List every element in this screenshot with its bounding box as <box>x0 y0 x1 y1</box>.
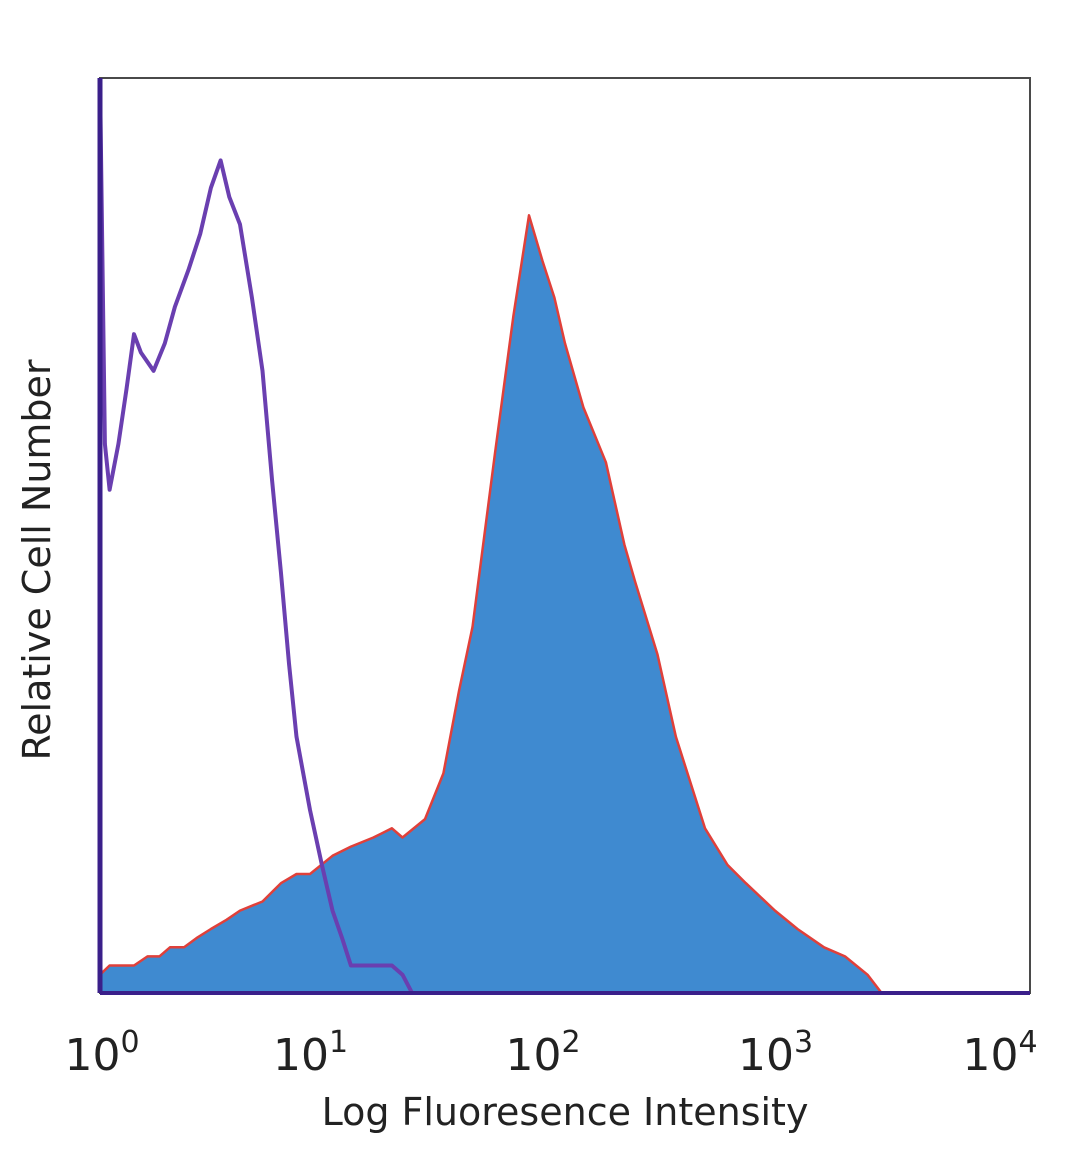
series-layer <box>98 77 1030 995</box>
x-tick-label: 104 <box>962 1025 1037 1081</box>
series-1-line <box>98 77 1030 995</box>
series-0-area <box>100 215 882 994</box>
x-axis-title: Log Fluoresence Intensity <box>322 1090 809 1134</box>
x-tick-label: 101 <box>273 1025 348 1081</box>
series-0-outline <box>99 214 883 994</box>
x-tick-label: 102 <box>505 1025 580 1081</box>
x-tick-label: 100 <box>64 1025 139 1081</box>
x-tick-label: 103 <box>738 1025 813 1081</box>
y-axis-title: Relative Cell Number <box>15 359 59 760</box>
x-tick-labels: 100 101 102 103 104 <box>64 1025 1037 1081</box>
